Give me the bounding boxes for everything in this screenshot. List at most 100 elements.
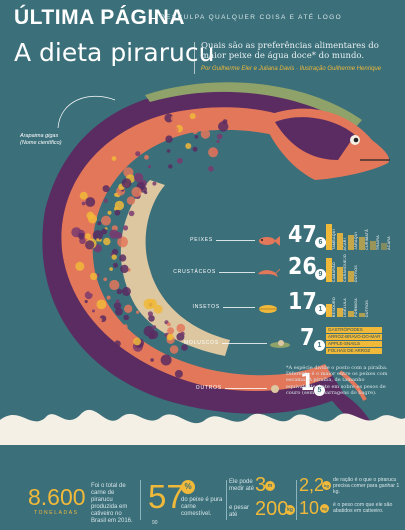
diet-row: MOLUSCOS 7 1 (0, 325, 405, 355)
diet-row: PEIXES 47 6 TAMBAQUI ACARI JARAQUI CURIMATÃ TRA… (0, 222, 405, 252)
scale-dot (88, 287, 96, 294)
scale-dot (123, 314, 129, 321)
diet-subcategory-chart: CAMARÃO CARANGUEJO OUTROS (326, 254, 404, 282)
scale-dot (115, 307, 123, 316)
scale-dot (97, 221, 102, 226)
diet-subcategory-bar (326, 224, 332, 250)
scale-dot (150, 358, 154, 362)
stat-meat-value: 57 (148, 478, 185, 515)
scale-dot (176, 157, 183, 164)
stats-strip: 8.600 TONELADAS Foi o total de carne de … (0, 450, 405, 530)
title-separator (194, 42, 195, 74)
scale-dot (78, 232, 85, 240)
scale-dot (160, 354, 172, 366)
stat-slaughter-value: 10 (299, 498, 320, 518)
scale-dot (85, 233, 91, 240)
scale-dot (136, 310, 140, 314)
diet-subcategory-bar (348, 235, 354, 250)
scale-dot (81, 201, 86, 206)
diet-connector-line (223, 307, 255, 308)
scale-dot (133, 337, 142, 346)
water-splash (0, 409, 405, 445)
scale-dot (114, 340, 121, 348)
species-name: Arapaima gigas (20, 133, 59, 139)
scale-dot (147, 165, 152, 169)
scale-dot (147, 298, 158, 309)
scale-dot (122, 324, 128, 330)
diet-subcategory-label: CARANGUEJO (343, 254, 347, 282)
scale-dot (147, 311, 153, 317)
diet-subcategory-label: ACARÁ (387, 236, 391, 250)
diet-subcategory-bar (326, 304, 332, 317)
diet-subcategory-chart: BESOURO LIBÉLULA FORMIGA OUTROS (326, 289, 404, 317)
diet-percent-value: 7 (300, 325, 315, 351)
scale-dot (84, 299, 88, 304)
diet-connector-line (222, 343, 267, 344)
scale-dot (218, 121, 229, 132)
diet-subcategory-bar (359, 237, 365, 250)
scale-dot (144, 190, 148, 195)
scale-dot (85, 240, 95, 250)
diet-subcategory-label: ACARI (343, 237, 347, 250)
diet-subcategory-chart: TAMBAQUI ACARI JARAQUI CURIMATÃ TRAÍRA ACARÁ (326, 222, 404, 250)
diet-category-label: INSETOS (192, 304, 220, 310)
scale-dot (126, 196, 136, 205)
scale-dot (149, 330, 159, 340)
scale-dot (79, 191, 88, 200)
stat-slaughter-unit: kg (320, 504, 329, 513)
shrimp-icon (256, 266, 281, 284)
insect-icon (256, 301, 280, 319)
diet-subcategory-label: LIBÉLULA (343, 297, 347, 317)
fish-tail-stripe (338, 370, 367, 401)
scale-dot (113, 262, 118, 268)
diet-category-label: OUTROS (195, 385, 222, 391)
snail-icon (268, 337, 292, 355)
diet-subcategory-bar (348, 311, 354, 317)
scale-dot (153, 304, 163, 314)
scale-dot (133, 172, 144, 183)
other-icon (268, 382, 282, 400)
scale-dot (170, 115, 177, 122)
scale-dot (185, 143, 192, 149)
scale-dot (116, 288, 123, 295)
scale-dot (216, 133, 223, 140)
stat-divider (226, 480, 227, 520)
fish-scale-dots (71, 113, 229, 378)
scale-dot (101, 215, 111, 226)
scale-dot (75, 261, 85, 271)
diet-subcategory-label: OUTROS (365, 299, 369, 317)
scale-dot (109, 229, 119, 239)
scale-dot (102, 185, 110, 193)
scale-dot (109, 267, 113, 271)
scale-dot (128, 210, 135, 217)
scale-dot (86, 211, 95, 220)
scale-dot (176, 323, 186, 333)
stat-tonnes-text: Foi o total de carne de pirarucu produzi… (91, 483, 133, 524)
scale-dot (194, 135, 199, 139)
scale-dot (189, 113, 196, 120)
scale-dot (85, 197, 96, 207)
diet-percent-value: 1 (300, 370, 315, 396)
diet-percent-decimal: 5 (314, 385, 325, 396)
scale-dot (92, 230, 103, 241)
scale-dot (103, 277, 107, 282)
stat-divider (296, 480, 297, 520)
stat-feed-text: de ração é o que o pirarucu precisa come… (333, 477, 400, 495)
scale-dot (106, 295, 111, 300)
scale-dot (103, 237, 111, 246)
scale-dot (111, 248, 119, 256)
scale-dot (170, 125, 179, 135)
scale-dot (152, 181, 157, 186)
stat-divider (140, 480, 141, 520)
stat-weight-value: 200 (255, 498, 289, 520)
stat-meat-text: do peixe é pura carne comestível. (181, 497, 223, 517)
scale-dot (114, 200, 125, 211)
scale-dot (114, 209, 121, 216)
diet-subcategory-bar (348, 271, 354, 282)
stat-feed-value: 2,2 (299, 475, 325, 495)
scale-dot (101, 228, 108, 235)
scale-dot (208, 147, 219, 158)
scale-dot (200, 129, 211, 139)
diet-category-label: MOLUSCOS (183, 340, 219, 346)
section-tagline: DESCULPA QUALQUER COISA E ATÉ LOGO (160, 14, 343, 21)
